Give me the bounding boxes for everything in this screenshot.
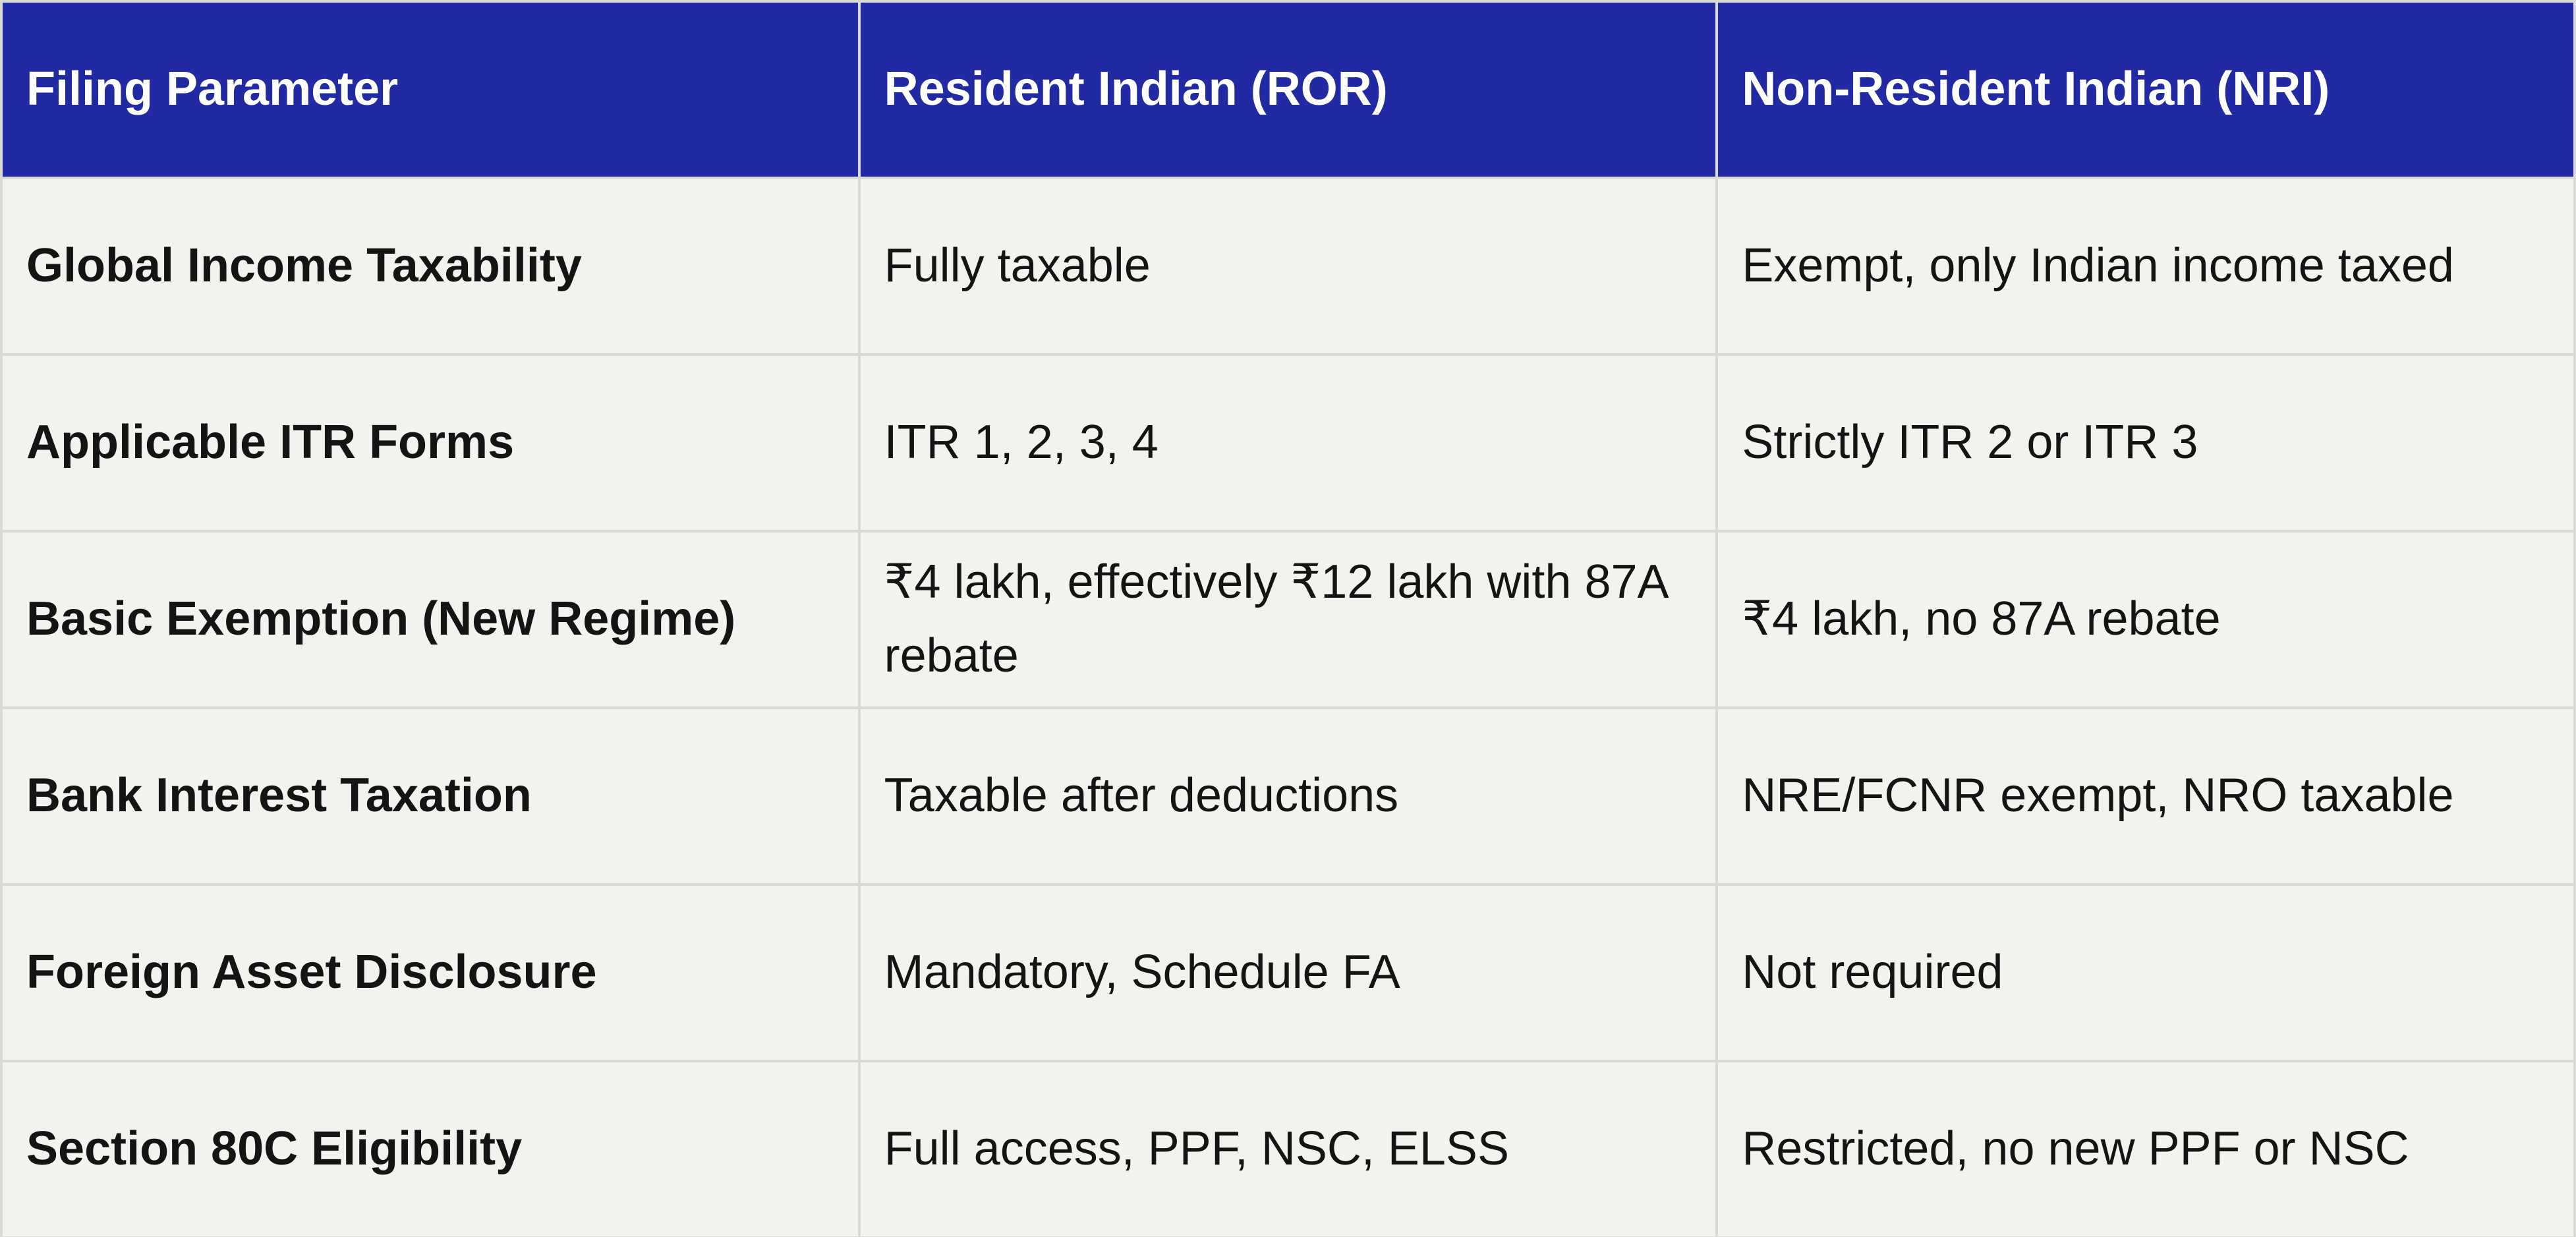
- header-cell: Resident Indian (ROR): [857, 0, 1719, 179]
- table-header: Filing Parameter Resident Indian (ROR) Non…: [0, 0, 2576, 179]
- row-label: Applicable ITR Forms: [0, 353, 861, 532]
- table-row: Global Income Taxability Fully taxable Exe…: [0, 177, 2576, 356]
- table-row: Applicable ITR Forms ITR 1, 2, 3, 4 Strict…: [0, 353, 2576, 532]
- row-label: Section 80C Eligibility: [0, 1060, 861, 1237]
- table-cell: ITR 1, 2, 3, 4: [857, 353, 1719, 532]
- table-row: Bank Interest Taxation Taxable after dedu…: [0, 706, 2576, 886]
- table-cell: Restricted, no new PPF or NSC: [1715, 1060, 2576, 1237]
- table-cell: NRE/FCNR exempt, NRO taxable: [1715, 706, 2576, 886]
- row-label: Basic Exemption (New Regime): [0, 530, 861, 709]
- row-label: Bank Interest Taxation: [0, 706, 861, 886]
- row-label: Global Income Taxability: [0, 177, 861, 356]
- header-cell: Filing Parameter: [0, 0, 861, 179]
- table-cell: Not required: [1715, 883, 2576, 1062]
- table-cell: Taxable after deductions: [857, 706, 1719, 886]
- table-row: Section 80C Eligibility Full access, PPF,…: [0, 1060, 2576, 1237]
- table-cell: ₹4 lakh, no 87A rebate: [1715, 530, 2576, 709]
- row-label: Foreign Asset Disclosure: [0, 883, 861, 1062]
- table-cell: Mandatory, Schedule FA: [857, 883, 1719, 1062]
- table-row: Foreign Asset Disclosure Mandatory, Sched…: [0, 883, 2576, 1062]
- table-cell: Fully taxable: [857, 177, 1719, 356]
- table-row: Basic Exemption (New Regime) ₹4 lakh, eff…: [0, 530, 2576, 709]
- table-cell: Exempt, only Indian income taxed: [1715, 177, 2576, 356]
- table-cell: Full access, PPF, NSC, ELSS: [857, 1060, 1719, 1237]
- header-cell: Non-Resident Indian (NRI): [1715, 0, 2576, 179]
- table-cell: Strictly ITR 2 or ITR 3: [1715, 353, 2576, 532]
- table-cell: ₹4 lakh, effectively ₹12 lakh with 87A r…: [857, 530, 1719, 709]
- header-row: Filing Parameter Resident Indian (ROR) Non…: [0, 0, 2576, 179]
- table-body: Global Income Taxability Fully taxable Exe…: [0, 177, 2576, 1237]
